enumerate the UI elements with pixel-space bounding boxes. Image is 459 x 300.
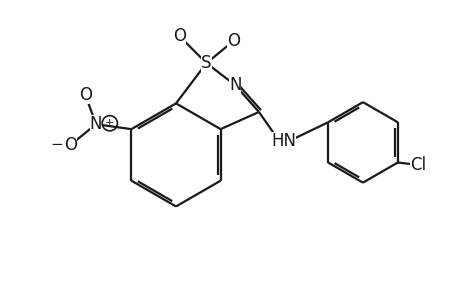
Text: O: O bbox=[64, 136, 77, 154]
Text: O: O bbox=[78, 86, 91, 104]
Text: N: N bbox=[90, 115, 102, 133]
Text: HN: HN bbox=[270, 132, 295, 150]
Text: Cl: Cl bbox=[409, 156, 425, 174]
Text: +: + bbox=[105, 118, 114, 128]
Text: −: − bbox=[50, 137, 63, 152]
Text: N: N bbox=[229, 76, 241, 94]
Text: O: O bbox=[226, 32, 240, 50]
Text: S: S bbox=[201, 54, 211, 72]
Text: O: O bbox=[173, 27, 185, 45]
